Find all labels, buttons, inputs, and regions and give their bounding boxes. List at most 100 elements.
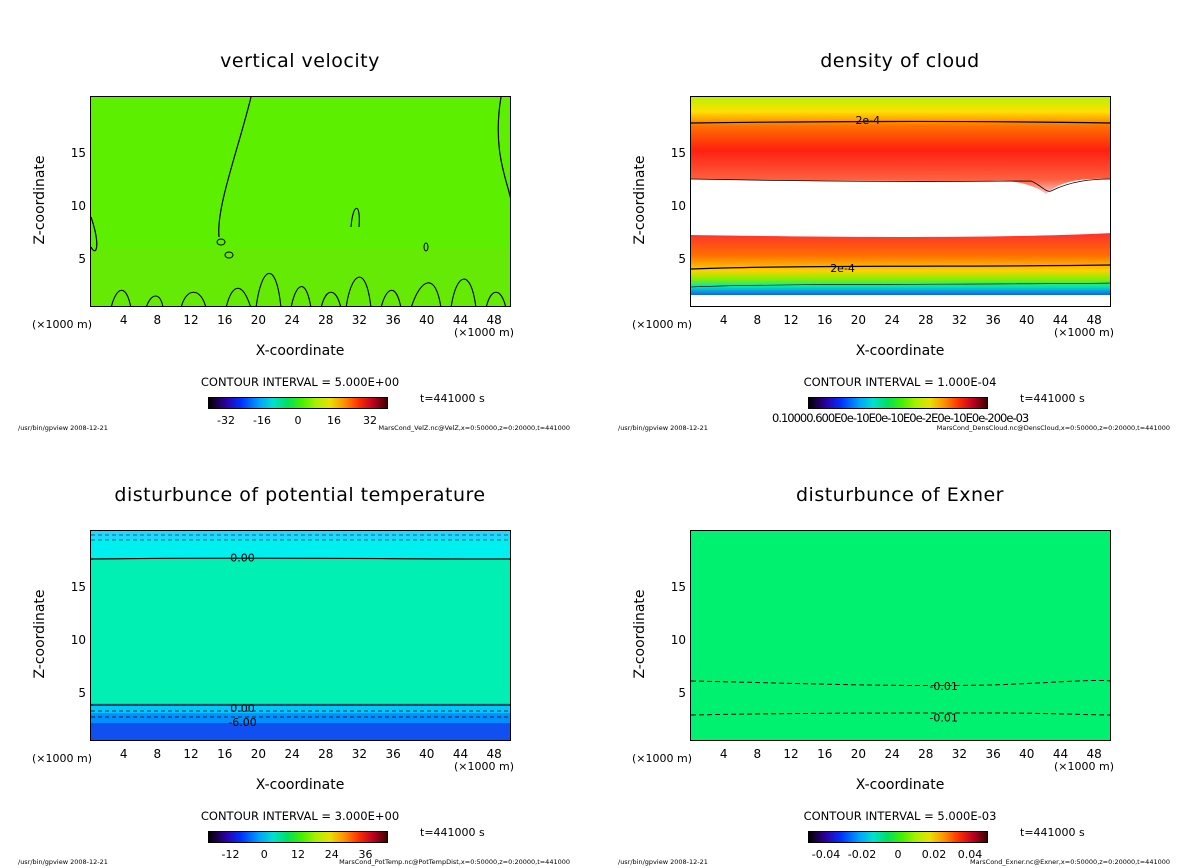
x-tick: 20 bbox=[850, 747, 867, 761]
colorbar-tick: -12 bbox=[221, 848, 240, 861]
x-tick: 28 bbox=[318, 313, 334, 327]
x-tick: 4 bbox=[119, 313, 128, 327]
x-unit-left: (×1000 m) bbox=[632, 318, 693, 331]
footer-left: /usr/bin/gpview 2008-12-21 bbox=[618, 424, 708, 432]
x-tick: 24 bbox=[284, 313, 300, 327]
heatmap-svg: 0.000.00-6.00 bbox=[91, 531, 510, 740]
y-axis-label: Z-coordinate bbox=[32, 155, 48, 245]
colorbar-tick: 0 bbox=[894, 848, 902, 861]
x-tick: 12 bbox=[183, 747, 199, 761]
chart-title: density of cloud bbox=[820, 50, 980, 72]
x-tick: 20 bbox=[250, 747, 267, 761]
plot-area: 2e-4 2e-4 bbox=[690, 96, 1111, 307]
chart-title: vertical velocity bbox=[220, 50, 380, 72]
x-axis-label: X-coordinate bbox=[855, 777, 945, 793]
footer-left: /usr/bin/gpview 2008-12-21 bbox=[18, 858, 108, 866]
x-tick: 36 bbox=[985, 747, 1001, 761]
colorbar-overlap-labels: 0.10000.600E0e-10E0e-10E0e-2E0e-10E0e-20… bbox=[772, 411, 1029, 425]
y-tick: 10 bbox=[70, 199, 86, 213]
x-tick: 28 bbox=[918, 747, 934, 761]
x-tick: 44 bbox=[452, 313, 469, 327]
x-tick: 40 bbox=[419, 747, 435, 761]
x-tick: 48 bbox=[1086, 747, 1102, 761]
contour-label: 2e-4 bbox=[855, 114, 880, 127]
x-tick: 40 bbox=[1019, 747, 1035, 761]
colorbar bbox=[808, 397, 988, 409]
footer-right: MarsCond_PotTemp.nc@PotTempDist,x=0:5000… bbox=[339, 858, 570, 866]
contour-label: 0.00 bbox=[230, 702, 255, 715]
colorbar-tick: 32 bbox=[363, 414, 377, 427]
colorbar-tick: 0 bbox=[294, 414, 302, 427]
x-tick: 24 bbox=[284, 747, 300, 761]
colorbar-tick: -0.02 bbox=[847, 848, 877, 861]
plot-area: 0.00 0.00 -6.00 bbox=[90, 530, 511, 741]
contour-interval: CONTOUR INTERVAL = 5.000E+00 bbox=[200, 375, 400, 389]
chart-title: disturbunce of Exner bbox=[795, 484, 1004, 506]
panel-potential-temperature: disturbunce of potential temperature 0.0… bbox=[0, 434, 600, 868]
y-tick: 5 bbox=[78, 686, 86, 700]
contour-interval: CONTOUR INTERVAL = 5.000E-03 bbox=[803, 809, 997, 823]
footer-left: /usr/bin/gpview 2008-12-21 bbox=[18, 424, 108, 432]
x-tick: 16 bbox=[217, 313, 233, 327]
colorbar-tick: -0.04 bbox=[811, 848, 841, 861]
colorbar-tick: 0.04 bbox=[957, 848, 983, 861]
y-tick: 5 bbox=[78, 252, 86, 266]
y-tick: 15 bbox=[670, 580, 686, 594]
footer-right: MarsCond_Exner.nc@Exner,x=0:50000,z=0:20… bbox=[970, 858, 1170, 866]
x-tick: 4 bbox=[719, 747, 728, 761]
contour-label: 2e-4 bbox=[830, 262, 855, 275]
y-tick: 15 bbox=[70, 146, 86, 160]
y-tick: 5 bbox=[678, 686, 686, 700]
x-tick: 44 bbox=[452, 747, 469, 761]
time-label: t=441000 s bbox=[1020, 826, 1085, 839]
x-tick: 32 bbox=[951, 313, 968, 327]
x-tick: 20 bbox=[850, 313, 867, 327]
heatmap-svg bbox=[91, 97, 510, 306]
x-tick: 24 bbox=[884, 313, 900, 327]
x-tick: 40 bbox=[1019, 313, 1035, 327]
x-axis-label: X-coordinate bbox=[255, 343, 345, 359]
x-tick: 12 bbox=[783, 747, 799, 761]
x-unit-left: (×1000 m) bbox=[32, 318, 93, 331]
colorbar-tick: 24 bbox=[324, 848, 339, 861]
x-tick: 12 bbox=[783, 313, 799, 327]
chart-title: disturbunce of potential temperature bbox=[114, 484, 486, 506]
time-label: t=441000 s bbox=[420, 826, 485, 839]
colorbar-tick: -16 bbox=[253, 414, 271, 427]
contour-label: -6.00 bbox=[228, 716, 256, 729]
x-tick: 44 bbox=[1052, 313, 1069, 327]
x-unit-right: (×1000 m) bbox=[1054, 326, 1115, 339]
contour-label: -0.01 bbox=[929, 680, 957, 693]
plot-area: -0.01 -0.01 bbox=[690, 530, 1111, 741]
y-axis-label: Z-coordinate bbox=[32, 589, 48, 679]
x-tick: 32 bbox=[951, 747, 968, 761]
x-unit-right: (×1000 m) bbox=[1054, 760, 1115, 773]
panel-density-of-cloud: density of cloud bbox=[600, 0, 1200, 434]
footer-right: MarsCond_VelZ.nc@VelZ,x=0:50000,z=0:2000… bbox=[378, 424, 570, 432]
x-axis-label: X-coordinate bbox=[855, 343, 945, 359]
plot-area bbox=[90, 96, 511, 307]
x-tick: 36 bbox=[985, 313, 1001, 327]
footer-right: MarsCond_DensCloud.nc@DensCloud,x=0:5000… bbox=[936, 424, 1170, 432]
x-tick: 28 bbox=[318, 747, 334, 761]
heatmap-svg: 2e-4 2e-4 bbox=[691, 97, 1110, 306]
y-axis-label: Z-coordinate bbox=[632, 589, 648, 679]
colorbar-tick: 0.02 bbox=[921, 848, 947, 861]
contour-interval: CONTOUR INTERVAL = 1.000E-04 bbox=[803, 375, 997, 389]
time-label: t=441000 s bbox=[420, 392, 485, 405]
y-tick: 15 bbox=[70, 580, 86, 594]
colorbar-tick: 0 bbox=[260, 848, 268, 861]
y-tick: 5 bbox=[678, 252, 686, 266]
x-tick: 4 bbox=[119, 747, 128, 761]
x-tick: 48 bbox=[486, 313, 502, 327]
x-tick: 16 bbox=[217, 747, 233, 761]
x-tick: 40 bbox=[419, 313, 435, 327]
x-tick: 16 bbox=[817, 747, 833, 761]
x-unit-right: (×1000 m) bbox=[454, 760, 515, 773]
x-axis-label: X-coordinate bbox=[255, 777, 345, 793]
heatmap-svg: -0.01 -0.01 bbox=[691, 531, 1110, 740]
colorbar bbox=[208, 831, 388, 843]
x-unit-left: (×1000 m) bbox=[32, 752, 93, 765]
x-tick: 8 bbox=[153, 313, 162, 327]
x-tick: 32 bbox=[351, 747, 368, 761]
